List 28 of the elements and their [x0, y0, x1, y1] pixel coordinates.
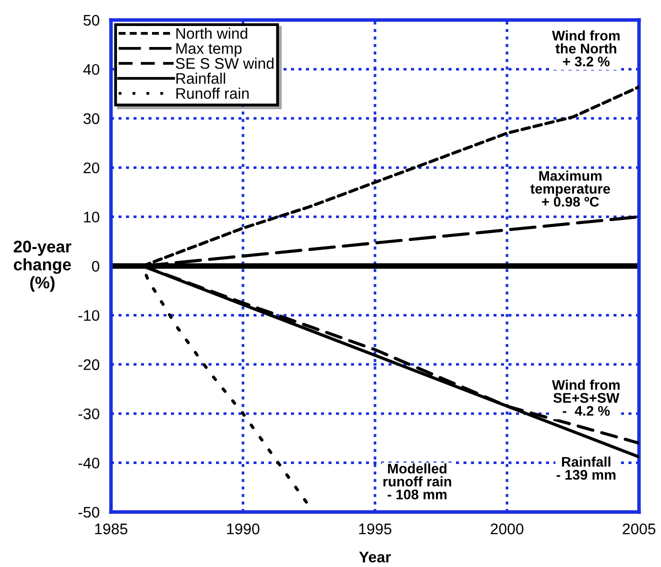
y-tick-label: -50: [78, 506, 100, 518]
x-tick-label: 1985: [95, 524, 128, 534]
legend-label: Runoff rain: [176, 88, 249, 99]
legend-label: North wind: [176, 28, 248, 39]
y-tick-label: -30: [78, 408, 100, 420]
y-tick-label: 10: [84, 212, 100, 222]
x-axis-title: Year: [359, 552, 391, 562]
x-tick-label: 2000: [490, 524, 524, 534]
y-tick-label: 40: [83, 64, 100, 75]
y-tick-label: 0: [92, 260, 100, 272]
annotation: Wind from SE+S+SW - 4.2 %: [552, 380, 620, 416]
legend-label: Rainfall: [176, 72, 226, 84]
annotation: Wind from the North + 3.2 %: [552, 30, 620, 66]
x-tick-label: 1995: [359, 524, 392, 534]
y-tick-label: 20: [84, 162, 100, 174]
annotation: Modelled runoff rain - 108 mm: [383, 463, 452, 500]
y-tick-label: -10: [78, 310, 100, 321]
y-tick-label: 50: [84, 14, 100, 26]
y-tick-label: 30: [83, 113, 100, 124]
y-tick-label: -40: [78, 458, 100, 468]
annotation: Maximum temperature + 0.98 ºC: [530, 170, 610, 207]
y-tick-label: -20: [78, 359, 100, 370]
y-axis-title: 20-year change (%): [14, 240, 72, 292]
legend-label: SE S SW wind: [176, 58, 274, 69]
x-tick-label: 2005: [622, 524, 656, 534]
legend-label: Max temp: [176, 43, 242, 57]
x-tick-label: 1990: [227, 524, 260, 534]
annotation: Rainfall - 139 mm: [556, 456, 616, 480]
